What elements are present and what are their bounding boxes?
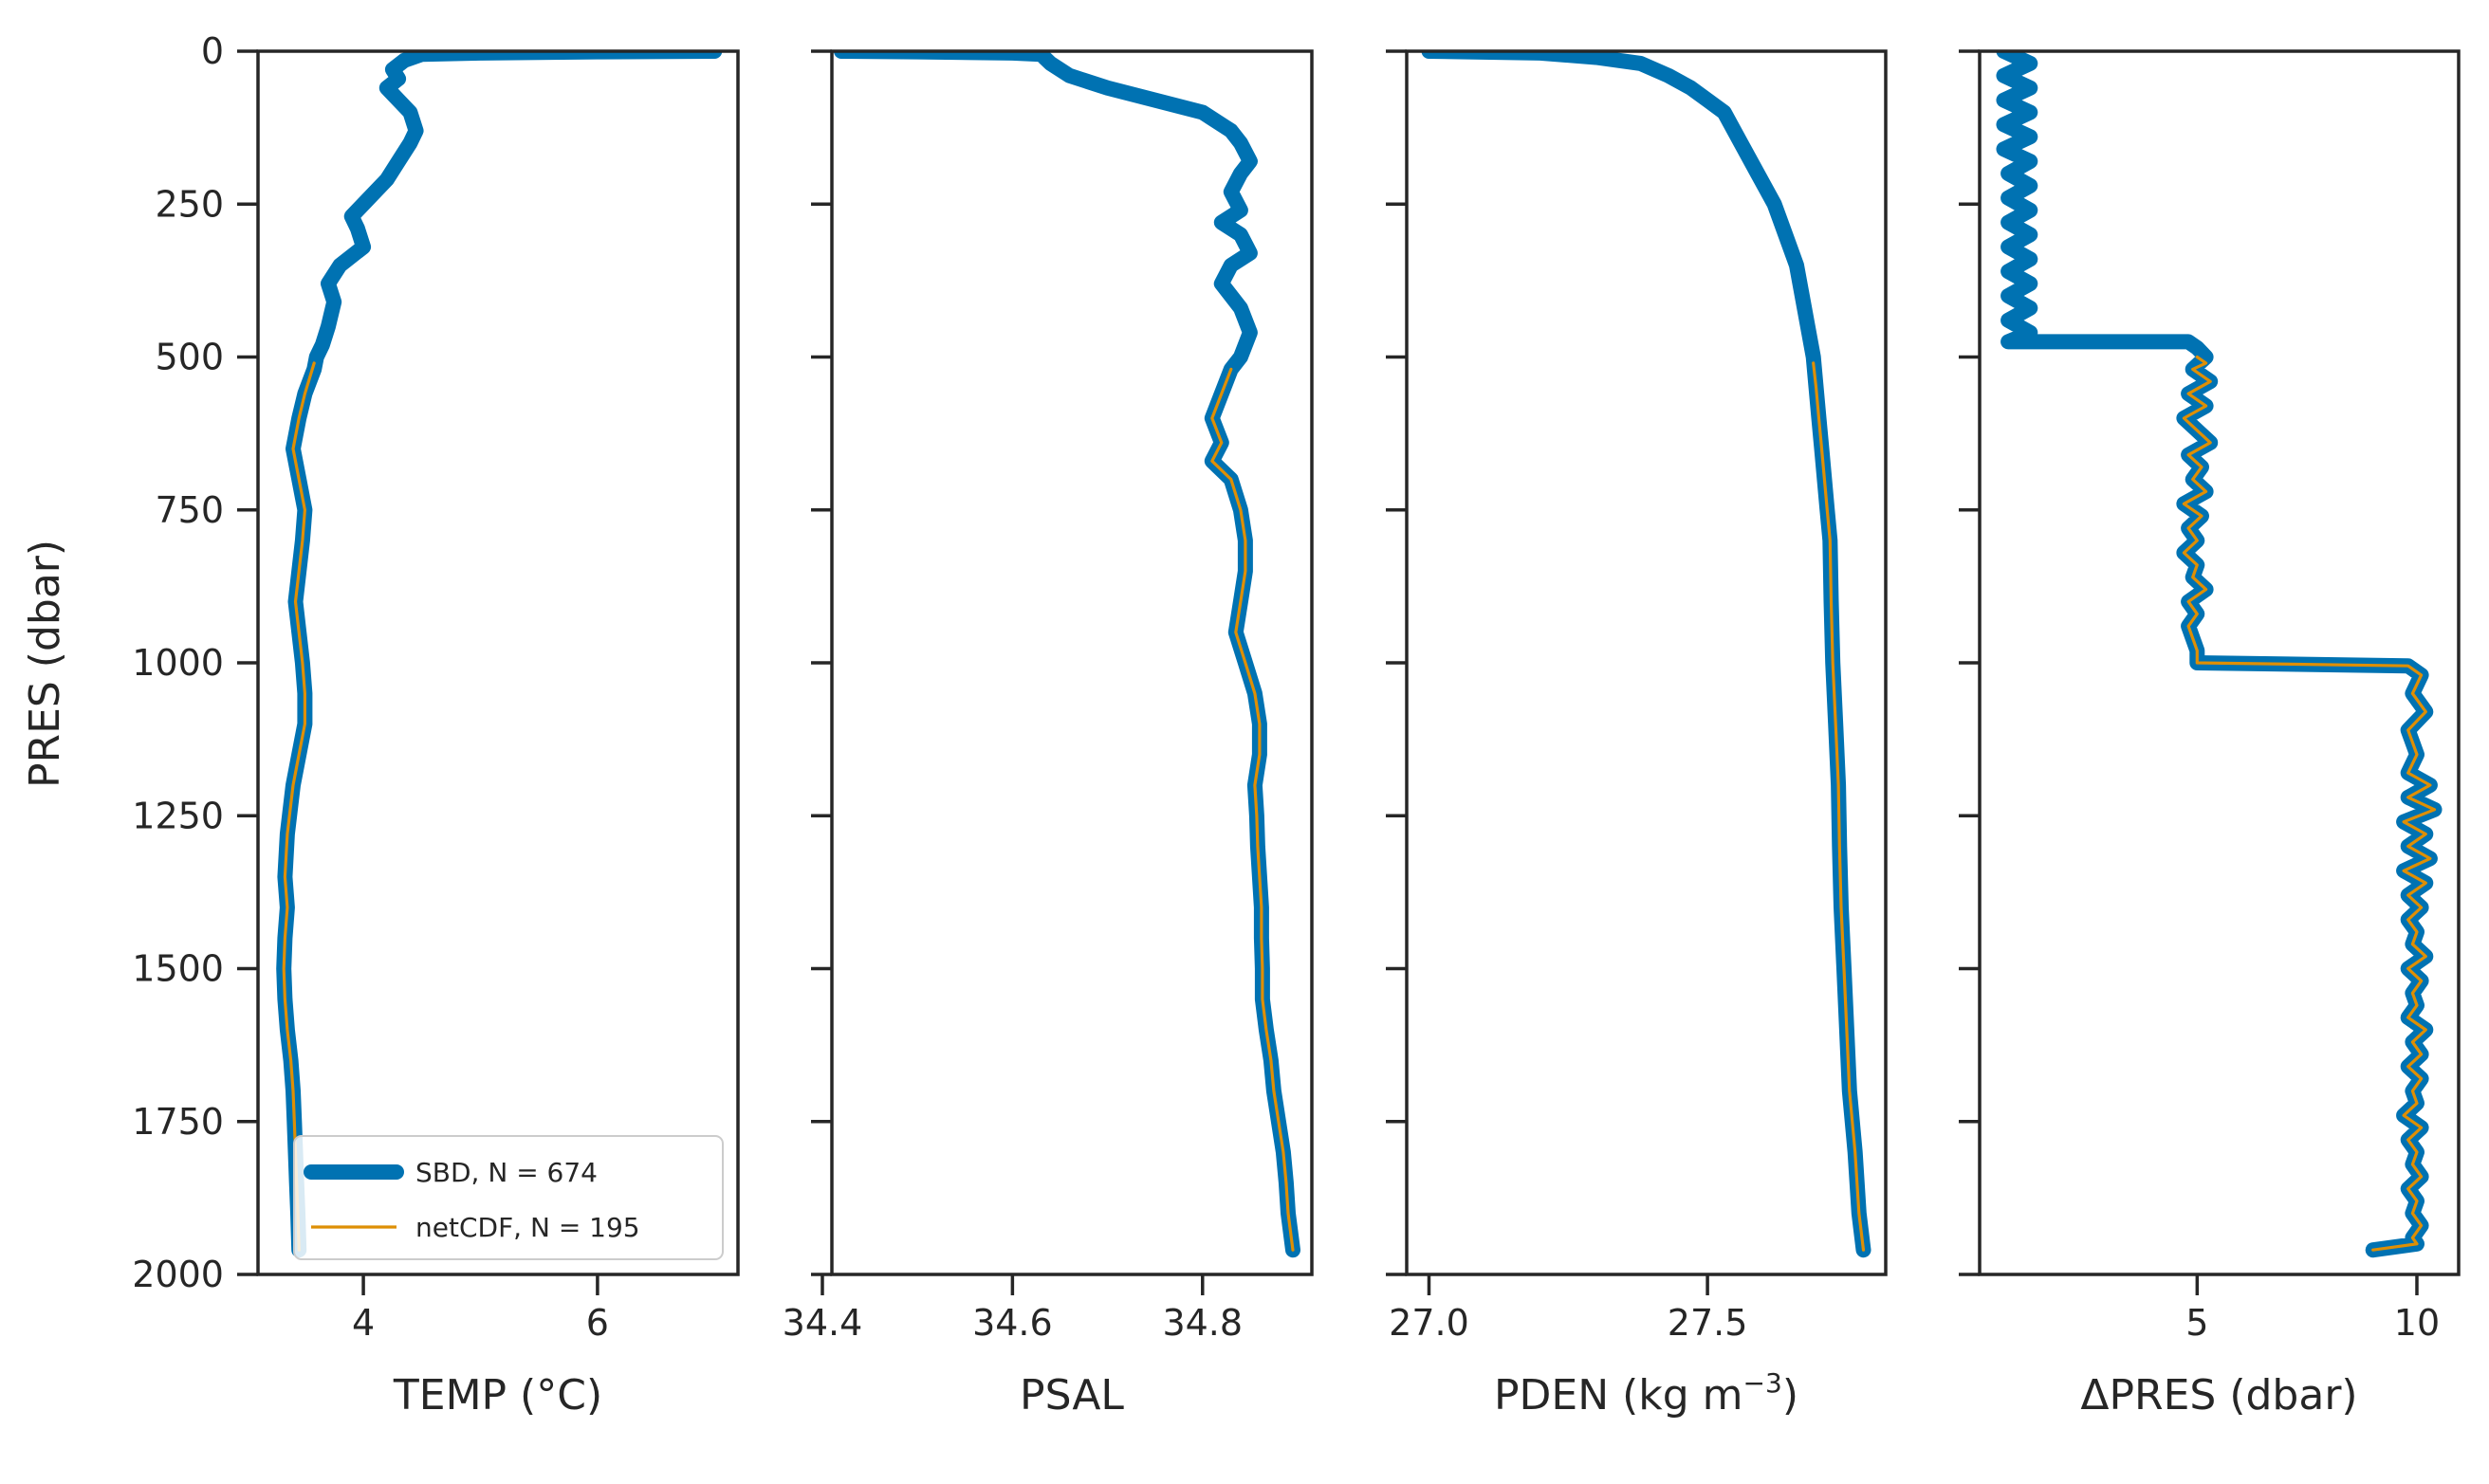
legend: SBD, N = 674 netCDF, N = 195 [293,1135,724,1260]
series-line-netcdf [282,361,316,1252]
y-tick-label: 1250 [132,795,224,836]
x-axis-label: ΔPRES (dbar) [2080,1371,2357,1420]
x-tick-label: 27.0 [1389,1302,1469,1344]
label-rest: ) [1782,1371,1798,1420]
y-axis-label: PRES (dbar) [21,540,69,788]
x-tick-label: 6 [586,1302,609,1344]
x-axis-label: PSAL [1020,1371,1124,1420]
x-tick-label: 4 [352,1302,375,1344]
series-line-netcdf [1210,367,1295,1252]
y-tick-label: 750 [155,489,224,531]
y-tick-label: 500 [155,337,224,378]
x-tick-label: 5 [2185,1302,2208,1344]
y-tick-label: 1500 [132,948,224,990]
panel-1: 0 250 500 750 1000 1250 1500 1750 2000 4 6 TEMP (°C… [132,30,740,1420]
y-tick-label: 250 [155,183,224,225]
series-line-netcdf [2182,355,2437,1252]
x-tick-label: 27.5 [1668,1302,1748,1344]
legend-label: netCDF, N = 195 [415,1212,640,1243]
x-tick-label: 10 [2394,1302,2440,1344]
y-tick-label: 1750 [132,1101,224,1143]
x-tick-label: 34.8 [1162,1302,1243,1344]
y-tick-label: 1000 [132,642,224,684]
superscript: −3 [1743,1367,1782,1399]
y-tick-label: 2000 [132,1254,224,1295]
series-line-netcdf [1812,361,1866,1252]
x-tick-label: 34.4 [783,1302,863,1344]
y-tick-label: 0 [201,30,224,72]
x-axis-label: TEMP (°C) [393,1371,602,1420]
legend-label: SBD, N = 674 [415,1157,598,1188]
panel-4: 5 10 ΔPRES (dbar) [1959,49,2461,1420]
panel-2: 34.4 34.6 34.8 PSAL [783,49,1314,1420]
x-tick-label: 34.6 [972,1302,1053,1344]
panels-layer: 0 250 500 750 1000 1250 1500 1750 2000 4 6 TEMP (°C… [132,30,2461,1420]
